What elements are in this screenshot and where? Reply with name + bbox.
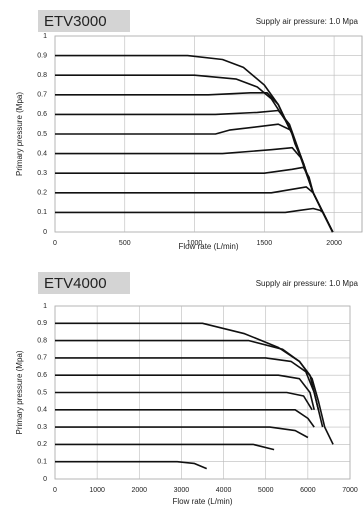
y-tick-label: 0.6 xyxy=(37,111,47,118)
y-tick-label: 1 xyxy=(43,33,47,40)
y-tick-label: 0.8 xyxy=(37,72,47,79)
x-tick-label: 1500 xyxy=(257,240,273,247)
y-tick-label: 0.3 xyxy=(37,170,47,177)
y-tick-label: 0.5 xyxy=(37,389,47,396)
pressure-curve xyxy=(55,426,309,439)
y-tick-label: 0.8 xyxy=(37,337,47,344)
title-box xyxy=(38,272,130,294)
chart-subtitle: Supply air pressure: 1.0 Mpa xyxy=(256,279,359,288)
y-tick-label: 0.7 xyxy=(37,355,47,362)
y-tick-label: 0.4 xyxy=(37,407,47,414)
pressure-curve xyxy=(55,109,334,233)
x-tick-label: 0 xyxy=(53,487,57,494)
title-box xyxy=(38,10,130,32)
x-axis-label: Flow rate (L/min) xyxy=(172,497,232,506)
x-tick-label: 6000 xyxy=(300,487,316,494)
pressure-curve xyxy=(55,207,334,233)
x-tick-label: 0 xyxy=(53,240,57,247)
y-tick-label: 0.9 xyxy=(37,52,47,59)
y-tick-label: 0.6 xyxy=(37,372,47,379)
pressure-curve xyxy=(55,357,320,410)
y-tick-label: 0.5 xyxy=(37,131,47,138)
pressure-curve xyxy=(55,443,275,451)
x-tick-label: 7000 xyxy=(342,487,358,494)
chart-title: ETV4000 xyxy=(44,275,107,292)
pressure-curve xyxy=(55,374,315,410)
y-tick-label: 0.4 xyxy=(37,150,47,157)
pressure-curve xyxy=(55,54,334,233)
y-tick-label: 0 xyxy=(43,229,47,236)
x-tick-label: 5000 xyxy=(258,487,274,494)
y-tick-label: 0 xyxy=(43,476,47,483)
x-tick-label: 1000 xyxy=(187,240,203,247)
x-tick-label: 2000 xyxy=(131,487,147,494)
y-axis-label: Primary pressure (Mpa) xyxy=(15,92,24,176)
x-tick-label: 4000 xyxy=(216,487,232,494)
pressure-curve xyxy=(55,409,315,428)
pressure-curve xyxy=(55,391,313,411)
chart-subtitle: Supply air pressure: 1.0 Mpa xyxy=(256,17,359,26)
pressure-curve xyxy=(55,166,334,233)
x-axis-label: Flow rate (L/min) xyxy=(178,242,238,251)
y-tick-label: 0.2 xyxy=(37,441,47,448)
y-tick-label: 0.1 xyxy=(37,209,47,216)
pressure-curve xyxy=(55,460,208,470)
y-tick-label: 0.3 xyxy=(37,424,47,431)
y-tick-label: 0.2 xyxy=(37,190,47,197)
y-tick-label: 0.7 xyxy=(37,92,47,99)
y-axis-label: Primary pressure (Mpa) xyxy=(15,350,24,434)
pressure-curve xyxy=(55,339,324,428)
pressure-curve xyxy=(55,322,334,445)
y-tick-label: 0.9 xyxy=(37,320,47,327)
y-tick-label: 0.1 xyxy=(37,459,47,466)
x-tick-label: 2000 xyxy=(326,240,342,247)
chart-title: ETV3000 xyxy=(44,13,107,30)
y-tick-label: 1 xyxy=(43,303,47,310)
x-tick-label: 1000 xyxy=(89,487,105,494)
pressure-curve xyxy=(55,186,334,233)
x-tick-label: 500 xyxy=(119,240,131,247)
pressure-curve xyxy=(55,123,334,233)
x-tick-label: 3000 xyxy=(174,487,190,494)
